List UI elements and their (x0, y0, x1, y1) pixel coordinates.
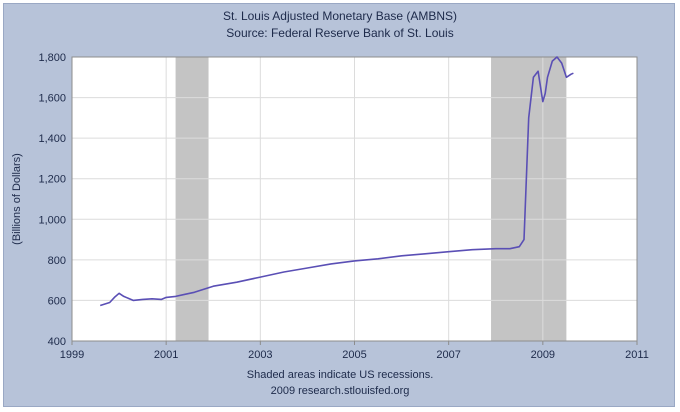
x-tick-label: 1999 (60, 349, 84, 361)
x-tick-label: 2003 (248, 349, 272, 361)
chart-subtitle: Source: Federal Reserve Bank of St. Loui… (226, 26, 453, 40)
y-tick-label: 800 (48, 255, 66, 267)
recession-band (175, 57, 209, 341)
y-axis-label: (Billions of Dollars) (11, 153, 23, 245)
recession-shading (175, 57, 567, 341)
y-tick-label: 400 (48, 336, 66, 348)
y-tick-label: 600 (48, 295, 66, 307)
source-note: 2009 research.stlouisfed.org (271, 385, 410, 397)
x-tick-labels: 1999 2001 2003 2005 2007 2009 2011 (60, 341, 649, 361)
recession-band (491, 57, 567, 341)
y-tick-label: 1,400 (38, 133, 66, 145)
x-tick-label: 2007 (436, 349, 460, 361)
series-line (99, 56, 574, 307)
series-layer (99, 56, 574, 307)
x-tick-label: 2001 (154, 349, 178, 361)
x-tick-label: 2005 (342, 349, 366, 361)
x-tick-label: 2009 (531, 349, 555, 361)
y-tick-label: 1,600 (38, 93, 66, 105)
y-tick-label: 1,200 (38, 174, 66, 186)
recession-note: Shaded areas indicate US recessions. (247, 369, 434, 381)
y-tick-label: 1,800 (38, 52, 66, 64)
chart-title: St. Louis Adjusted Monetary Base (AMBNS) (223, 9, 457, 23)
y-tick-labels: 400 600 800 1,000 1,200 1,400 1,600 1,800 (38, 52, 66, 348)
x-tick-label: 2011 (625, 349, 649, 361)
y-tick-label: 1,000 (38, 214, 66, 226)
